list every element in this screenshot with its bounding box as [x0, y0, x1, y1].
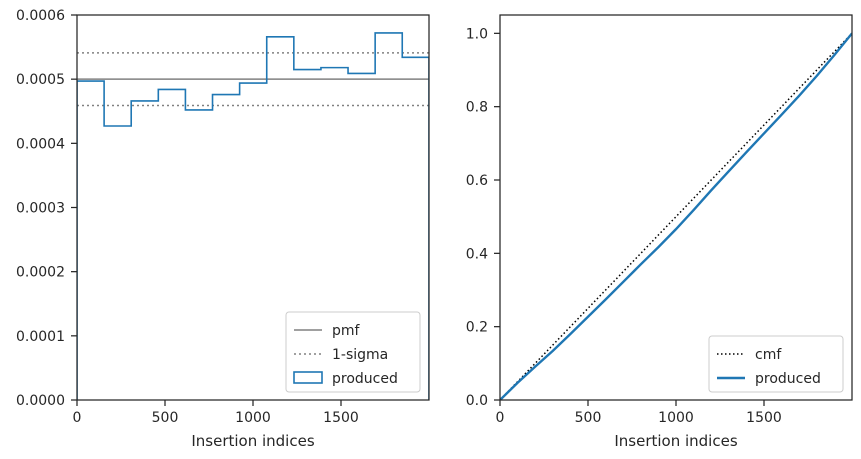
legend: cmf produced: [708, 335, 844, 393]
x-tick-label: 0: [496, 410, 505, 426]
x-tick-label: 500: [152, 410, 179, 426]
y-tick-label: 0.2: [466, 320, 488, 336]
y-tick-label: 1.0: [466, 26, 488, 42]
series-produced-steps: [77, 32, 429, 400]
chart-panel-2: 0 500 1000 1500 0.0 0.2 0.4 0.6 0.8 1.0 Insertion …: [466, 14, 853, 450]
plot-area: [77, 32, 429, 400]
y-tick-label: 0.0000: [16, 393, 65, 409]
legend: pmf 1-sigma produced: [285, 311, 421, 393]
y-tick-label: 0.0002: [16, 265, 65, 281]
x-axis-label: Insertion indices: [614, 432, 737, 450]
legend-label-produced: produced: [332, 371, 398, 387]
y-tick-label: 0.0005: [16, 72, 65, 88]
x-tick-label: 0: [73, 410, 82, 426]
y-tick-label: 0.6: [466, 173, 488, 189]
x-tick-label: 1500: [323, 410, 359, 426]
y-tick-label: 0.0004: [16, 136, 65, 152]
legend-label-cmf: cmf: [755, 347, 782, 363]
y-tick-label: 0.0006: [16, 8, 65, 24]
y-tick-label: 0.0001: [16, 329, 65, 345]
plot-area: [500, 32, 852, 400]
y-tick-label: 0.0: [466, 393, 488, 409]
series-produced-line: [500, 32, 852, 400]
legend-label-pmf: pmf: [332, 323, 361, 339]
y-tick-label: 0.4: [466, 246, 488, 262]
y-tick-label: 0.8: [466, 100, 488, 116]
x-tick-label: 1000: [658, 410, 694, 426]
legend-swatch-produced: [293, 371, 323, 384]
y-tick-label: 0.0003: [16, 201, 65, 217]
x-tick-label: 500: [575, 410, 602, 426]
chart-panel-1: 0 500 1000 1500 0.0000 0.0001 0.0002 0.0003 0.00…: [16, 8, 430, 450]
legend-label-1-sigma: 1-sigma: [332, 347, 388, 363]
x-tick-label: 1000: [235, 410, 271, 426]
series-cmf-line: [500, 32, 852, 400]
x-axis-label: Insertion indices: [191, 432, 314, 450]
legend-label-produced: produced: [755, 371, 821, 387]
x-tick-label: 1500: [746, 410, 782, 426]
